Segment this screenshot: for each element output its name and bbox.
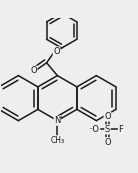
Text: ⁻O: ⁻O (89, 125, 100, 134)
Text: O: O (104, 112, 111, 121)
Text: F: F (118, 125, 123, 134)
Text: +: + (58, 115, 63, 120)
Text: O: O (104, 138, 111, 147)
Text: O: O (53, 47, 60, 56)
Text: CH₃: CH₃ (50, 136, 64, 145)
Text: O: O (30, 66, 37, 75)
Text: N: N (54, 116, 61, 125)
Text: S: S (105, 125, 110, 134)
